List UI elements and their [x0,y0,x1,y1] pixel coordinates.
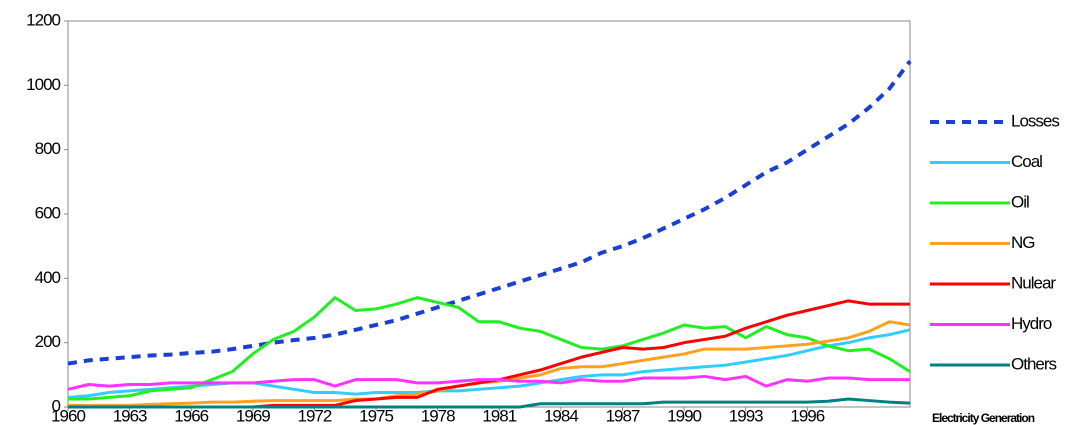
series-line [68,397,911,409]
x-tick-label: 1993 [729,406,763,425]
x-tick-label: 1963 [113,406,147,425]
legend-label: Oil [1011,192,1029,211]
x-tick-label: 1975 [359,406,393,425]
y-tick-label: 1200 [26,10,60,29]
legend-label: Losses [1011,111,1059,130]
legend-label: Others [1011,354,1057,373]
x-tick-label: 1972 [298,406,332,425]
series-line [68,296,911,401]
y-tick-label: 800 [35,139,61,158]
series-line [67,374,910,391]
y-tick-label: 1000 [26,75,60,94]
x-tick-label: 1987 [606,406,640,425]
plot-frame [67,20,911,408]
x-tick-label: 1960 [51,406,85,425]
x-tick-label: 1978 [421,406,455,425]
legend-label: Nulear [1011,273,1056,292]
series-line [67,328,911,399]
series-line [67,60,912,366]
legend-label: NG [1011,233,1035,252]
y-tick-label: 600 [35,203,61,222]
x-tick-label: 1984 [544,406,578,425]
legend-label: Hydro [1011,314,1052,333]
y-tick-label: 200 [35,332,61,351]
x-tick-label: 1990 [667,406,701,425]
y-tick-label: 0 [52,396,61,415]
x-axis-label: Electricity Generation [932,411,1035,425]
y-tick-label: 400 [35,268,61,287]
series-line [68,299,910,409]
x-tick-label: 1966 [174,406,208,425]
x-tick-label: 1996 [790,406,824,425]
x-tick-label: 1969 [236,406,270,425]
legend-label: Coal [1011,152,1042,171]
x-tick-label: 1981 [482,406,516,425]
